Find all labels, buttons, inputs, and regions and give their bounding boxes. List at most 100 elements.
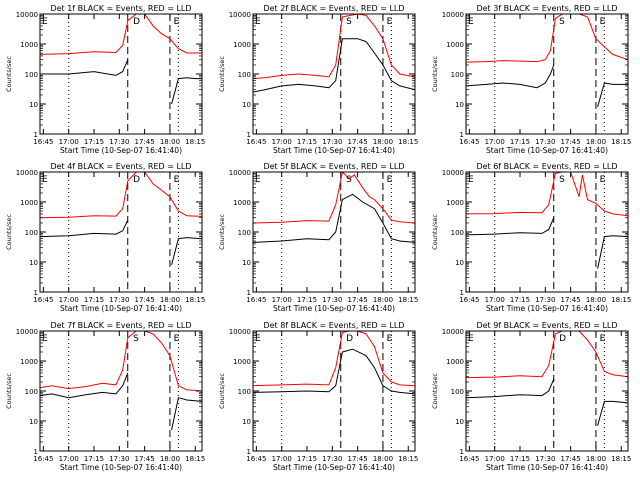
x-tick-label: 17:45	[561, 455, 581, 463]
plot-title: Det 6f BLACK = Events, RED = LLD	[476, 162, 617, 171]
plot-title: Det 5f BLACK = Events, RED = LLD	[263, 162, 404, 171]
state-marker-label: E	[42, 334, 48, 344]
x-tick-label: 18:15	[611, 138, 631, 146]
lld-series-line	[252, 170, 416, 224]
x-tick-label: 16:45	[246, 296, 266, 304]
plot-title: Det 3f BLACK = Events, RED = LLD	[476, 4, 617, 13]
x-tick-label: 17:45	[561, 296, 581, 304]
x-tick-label: 17:45	[135, 138, 155, 146]
y-tick-label: 1	[460, 448, 464, 456]
lld-series-line	[39, 330, 203, 392]
state-marker-label: S	[346, 175, 352, 185]
x-tick-label: 18:00	[373, 296, 393, 304]
state-marker-label: E	[42, 175, 48, 185]
x-tick-label: 17:00	[485, 296, 505, 304]
x-tick-label: 18:15	[185, 138, 205, 146]
y-axis-label: Counts/sec	[5, 56, 13, 92]
y-tick-label: 100	[238, 229, 251, 237]
state-marker-label: E	[600, 334, 606, 344]
plot-title: Det 7f BLACK = Events, RED = LLD	[50, 321, 191, 330]
events-series-line	[252, 348, 416, 395]
x-tick-label: 18:00	[373, 455, 393, 463]
state-marker-label: E	[468, 17, 474, 27]
events-series-line	[465, 64, 628, 108]
x-tick-label: 18:00	[586, 455, 606, 463]
x-axis-label: Start Time (10-Sep-07 16:41:40)	[486, 304, 608, 313]
x-tick-label: 17:00	[272, 296, 292, 304]
detector-plot: Det 5f BLACK = Events, RED = LLD 1 10 100 10…	[218, 162, 418, 313]
state-marker-label: E	[255, 175, 261, 185]
x-tick-label: 17:30	[109, 138, 129, 146]
x-tick-label: 18:15	[185, 455, 205, 463]
x-tick-label: 17:15	[297, 455, 317, 463]
x-tick-label: 17:45	[348, 296, 368, 304]
y-tick-label: 10	[29, 259, 38, 267]
events-series-line	[252, 193, 416, 243]
y-tick-label: 10000	[442, 169, 464, 177]
x-tick-label: 16:45	[33, 296, 53, 304]
state-marker-label: D	[133, 17, 140, 27]
y-tick-label: 10	[455, 259, 464, 267]
state-marker-label: E	[468, 175, 474, 185]
x-tick-label: 17:00	[272, 455, 292, 463]
x-tick-label: 18:15	[611, 455, 631, 463]
state-marker-label: S	[559, 17, 565, 27]
lld-series-line	[252, 13, 416, 80]
x-axis-label: Start Time (10-Sep-07 16:41:40)	[60, 146, 182, 155]
x-tick-label: 16:45	[459, 455, 479, 463]
detector-plot: Det 2f BLACK = Events, RED = LLD 1 10 100 10…	[218, 4, 418, 155]
y-tick-label: 1	[247, 289, 251, 297]
x-axis-label: Start Time (10-Sep-07 16:41:40)	[273, 463, 395, 472]
events-series-line	[252, 38, 416, 93]
x-tick-label: 18:15	[398, 455, 418, 463]
state-marker-label: E	[387, 175, 393, 185]
x-tick-label: 16:45	[246, 455, 266, 463]
y-axis-label: Counts/sec	[5, 373, 13, 409]
events-series-line	[465, 378, 629, 426]
x-tick-label: 17:15	[297, 138, 317, 146]
detector-plot: Det 4f BLACK = Events, RED = LLD 1 10 100 10…	[5, 162, 205, 313]
x-axis-label: Start Time (10-Sep-07 16:41:40)	[273, 146, 395, 155]
x-tick-label: 17:30	[322, 296, 342, 304]
x-tick-label: 17:30	[322, 138, 342, 146]
state-marker-label: E	[42, 17, 48, 27]
x-tick-label: 17:30	[109, 455, 129, 463]
plot-title: Det 8f BLACK = Events, RED = LLD	[263, 321, 404, 330]
y-tick-label: 100	[25, 388, 38, 396]
x-tick-label: 17:00	[59, 296, 79, 304]
x-tick-label: 17:15	[84, 455, 104, 463]
x-tick-label: 18:00	[373, 138, 393, 146]
y-tick-label: 1000	[20, 358, 38, 366]
x-tick-label: 17:00	[59, 138, 79, 146]
x-tick-label: 16:45	[33, 138, 53, 146]
y-tick-label: 10	[242, 101, 251, 109]
y-tick-label: 100	[25, 71, 38, 79]
state-marker-label: D	[559, 334, 566, 344]
x-tick-label: 17:45	[135, 296, 155, 304]
x-tick-label: 17:00	[485, 138, 505, 146]
state-marker-label: D	[133, 175, 140, 185]
y-tick-label: 100	[451, 388, 464, 396]
y-tick-label: 1000	[233, 41, 251, 49]
plot-title: Det 2f BLACK = Events, RED = LLD	[263, 4, 404, 13]
detector-plot: Det 3f BLACK = Events, RED = LLD 1 10 100 10…	[431, 4, 631, 155]
x-tick-label: 18:00	[160, 138, 180, 146]
y-tick-label: 10000	[16, 169, 38, 177]
y-tick-label: 10	[242, 418, 251, 426]
y-tick-label: 10000	[442, 328, 464, 336]
x-tick-label: 18:00	[586, 296, 606, 304]
x-tick-label: 17:15	[510, 138, 530, 146]
x-tick-label: 18:00	[160, 296, 180, 304]
events-series-line	[39, 219, 203, 266]
events-series-line	[39, 372, 203, 431]
x-tick-label: 17:30	[109, 296, 129, 304]
y-tick-label: 1	[460, 131, 464, 139]
x-tick-label: 16:45	[33, 455, 53, 463]
lld-series-line	[465, 13, 629, 63]
x-tick-label: 18:15	[185, 296, 205, 304]
x-tick-label: 17:30	[535, 296, 555, 304]
x-tick-label: 17:45	[135, 455, 155, 463]
x-axis-label: Start Time (10-Sep-07 16:41:40)	[486, 146, 608, 155]
x-axis-label: Start Time (10-Sep-07 16:41:40)	[60, 463, 182, 472]
